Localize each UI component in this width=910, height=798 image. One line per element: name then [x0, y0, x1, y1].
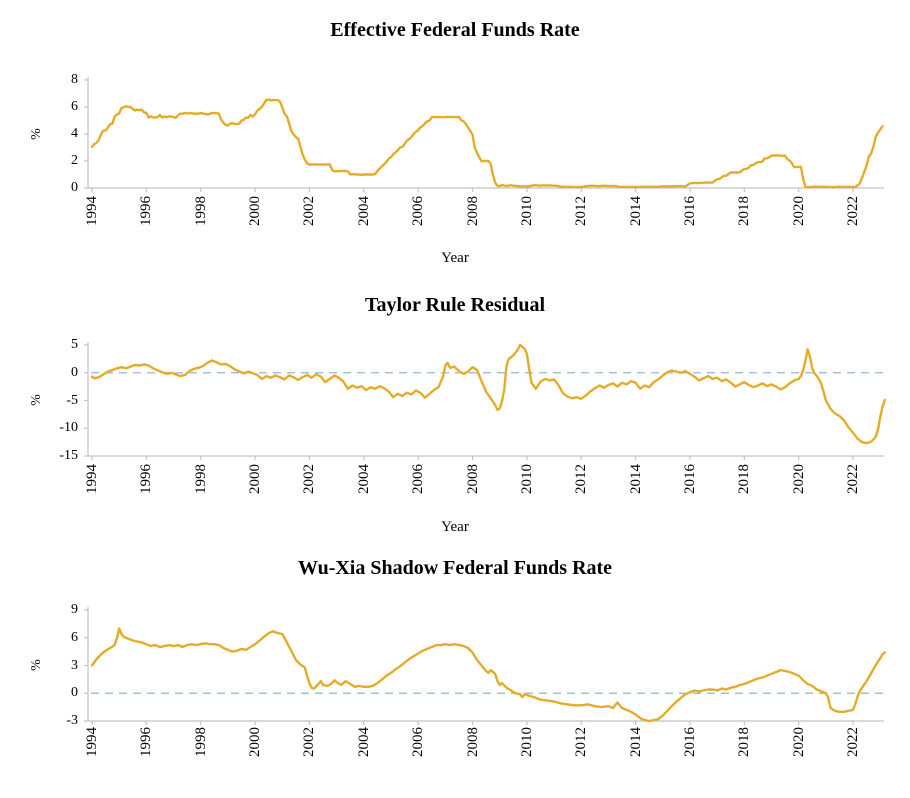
x-tick-label: 2000 [247, 727, 264, 757]
x-tick-label: 2012 [573, 464, 590, 494]
y-tick-label: -15 [59, 448, 78, 463]
y-tick-label: 3 [71, 657, 78, 673]
series-line [90, 98, 884, 189]
x-tick-label: 2020 [790, 464, 807, 494]
x-tick-label: 2002 [301, 727, 318, 757]
x-tick-label: 1998 [192, 196, 209, 226]
series-line [90, 343, 886, 445]
x-tick-label: 2018 [736, 464, 753, 494]
x-tick-label: 2010 [518, 727, 535, 757]
y-tick-label: 4 [71, 126, 78, 141]
x-tick-label: 2004 [355, 727, 372, 757]
x-tick-label: 2014 [627, 727, 644, 757]
x-tick-label: 2002 [301, 196, 318, 226]
y-tick-label: 6 [71, 99, 78, 114]
y-tick-label: 9 [71, 602, 78, 617]
y-tick-label: 2 [71, 153, 78, 168]
x-tick-label: 2022 [845, 464, 862, 494]
y-tick-label: -5 [66, 392, 78, 408]
y-tick-label: 6 [71, 629, 78, 645]
x-tick-label: 2006 [410, 727, 427, 757]
x-tick-label: 2010 [518, 464, 535, 494]
x-tick-label: 2022 [845, 196, 862, 226]
x-tick-label: 2020 [790, 196, 807, 226]
y-tick-label: 5 [71, 337, 78, 352]
x-tick-label: 2000 [247, 464, 264, 494]
x-tick-label: 2002 [301, 464, 318, 494]
x-tick-label: 2018 [736, 196, 753, 226]
y-tick-label: 8 [71, 72, 78, 87]
x-tick-label: 1996 [138, 464, 155, 494]
x-tick-label: 2004 [355, 464, 372, 494]
x-tick-label: 2020 [790, 727, 807, 757]
x-tick-label: 2008 [464, 464, 481, 494]
x-tick-label: 2012 [573, 196, 590, 226]
y-tick-label: -10 [59, 420, 78, 436]
x-tick-label: 2016 [681, 464, 698, 494]
y-tick-label: 0 [71, 364, 78, 380]
x-tick-label: 2008 [464, 727, 481, 757]
x-tick-label: 2016 [681, 727, 698, 757]
x-tick-label: 2006 [410, 196, 427, 226]
y-tick-label: 0 [71, 685, 78, 701]
chart3-title: Wu-Xia Shadow Federal Funds Rate [297, 557, 613, 579]
y-tick-label: -3 [66, 713, 78, 728]
x-tick-label: 1996 [138, 727, 155, 757]
x-tick-label: 1994 [84, 727, 100, 757]
x-tick-label: 1998 [192, 727, 209, 757]
x-tick-label: 2000 [247, 196, 264, 226]
x-tick-label: 2006 [410, 464, 427, 494]
x-tick-label: 2016 [681, 196, 698, 226]
x-tick-label: 2004 [355, 196, 372, 226]
x-tick-label: 2012 [573, 727, 590, 757]
chart1-x-axis-label: Year [441, 250, 469, 266]
x-tick-label: 2018 [736, 727, 753, 757]
x-tick-label: 1994 [84, 196, 100, 226]
chart2-x-axis-label: Year [441, 519, 469, 535]
chart1-title: Effective Federal Funds Rate [330, 19, 580, 41]
x-tick-label: 2014 [627, 464, 644, 494]
chart2-title: Taylor Rule Residual [364, 294, 546, 316]
x-tick-label: 2022 [845, 727, 862, 757]
x-tick-label: 2014 [627, 196, 644, 226]
y-tick-label: 0 [71, 180, 78, 195]
series-line [90, 627, 886, 723]
x-tick-label: 1994 [84, 464, 100, 494]
x-tick-label: 2008 [464, 196, 481, 226]
x-tick-label: 2010 [518, 196, 535, 226]
x-tick-label: 1996 [138, 196, 155, 226]
x-tick-label: 1998 [192, 464, 209, 494]
